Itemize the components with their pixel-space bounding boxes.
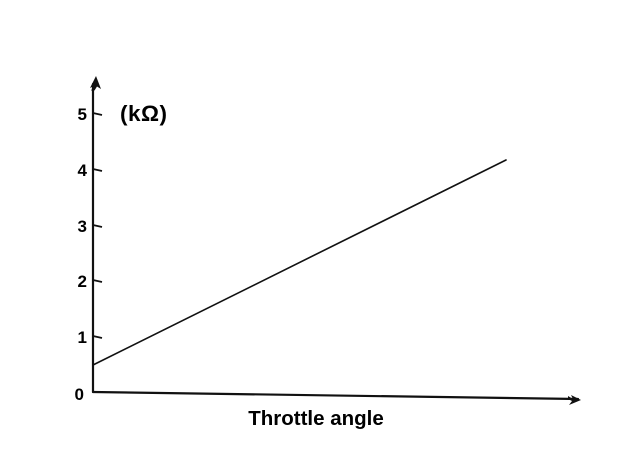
svg-text:(kΩ): (kΩ) xyxy=(120,101,168,126)
svg-text:5: 5 xyxy=(78,105,87,124)
svg-text:3: 3 xyxy=(78,217,87,236)
svg-text:0: 0 xyxy=(75,385,84,404)
svg-text:2: 2 xyxy=(78,272,87,291)
svg-text:4: 4 xyxy=(78,161,88,180)
svg-text:Throttle angle: Throttle angle xyxy=(248,407,384,430)
svg-text:1: 1 xyxy=(78,328,87,347)
